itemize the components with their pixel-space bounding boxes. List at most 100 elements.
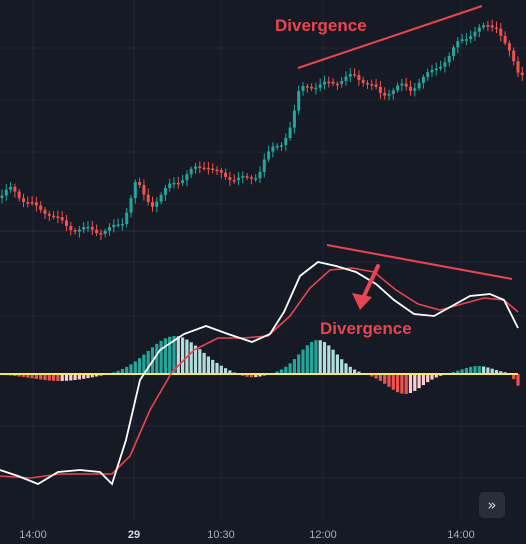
histogram-bar (146, 350, 150, 374)
candle-body (120, 223, 124, 226)
histogram-bar (120, 369, 124, 374)
candle-body (421, 76, 425, 83)
histogram-bar (159, 340, 163, 374)
histogram-bar (477, 366, 481, 374)
candle-body (314, 87, 318, 90)
candle-body (327, 81, 331, 84)
histogram-bar (464, 367, 468, 374)
candle-body (443, 62, 447, 67)
histogram-bar (258, 374, 262, 377)
candle-body (413, 88, 417, 91)
candle-body (228, 177, 232, 181)
candle-body (512, 50, 516, 62)
candle-body (56, 216, 60, 218)
histogram-bar (426, 374, 430, 383)
candle-body (245, 176, 249, 178)
histogram-bar (490, 368, 494, 374)
candle-body (396, 85, 400, 91)
histogram-bar (469, 366, 473, 374)
macd-divergence-label: Divergence (320, 319, 412, 338)
histogram-bar (73, 374, 77, 381)
histogram-bar (318, 340, 322, 374)
histogram-bar (297, 354, 301, 374)
candle-body (60, 217, 64, 221)
scroll-to-realtime-button[interactable]: » (479, 492, 505, 518)
histogram-bar (155, 343, 159, 374)
histogram-bar (331, 349, 335, 374)
time-label-1200: 12:00 (309, 529, 337, 541)
histogram-bar (353, 369, 357, 374)
candle-body (9, 186, 13, 190)
histogram-bar (95, 374, 99, 377)
candle-body (409, 86, 412, 91)
candle-body (129, 198, 133, 213)
candle-body (292, 110, 296, 128)
candle-body (361, 79, 365, 83)
histogram-bar (335, 354, 339, 374)
histogram-bar (310, 341, 314, 374)
candle-body (176, 182, 180, 185)
candle-body (473, 31, 477, 37)
histogram-bar (125, 366, 129, 374)
candle-body (237, 177, 240, 181)
histogram-bar (387, 374, 391, 387)
histogram-bar (516, 374, 520, 386)
histogram-bar (189, 342, 193, 374)
candle-body (95, 229, 99, 234)
candle-body (185, 174, 189, 181)
candle-body (340, 81, 344, 84)
price-pane[interactable] (0, 19, 524, 240)
candle-body (271, 146, 275, 152)
candle-body (73, 230, 77, 232)
candle-body (181, 180, 185, 184)
histogram-bar (176, 336, 180, 374)
candle-body (507, 43, 511, 51)
histogram-bar (473, 366, 477, 374)
candle-body (99, 233, 103, 235)
histogram-bar (456, 370, 460, 374)
histogram-bar (129, 364, 133, 374)
histogram-bar (142, 354, 146, 374)
candle-body (357, 75, 361, 80)
histogram-bar (512, 374, 516, 380)
candle-body (17, 191, 21, 199)
histogram-bar (408, 374, 413, 393)
candle-body (34, 202, 38, 206)
candle-body (305, 86, 309, 88)
candle-body (254, 178, 258, 180)
candle-body (30, 202, 34, 204)
time-label-1030: 10:30 (207, 529, 235, 541)
candle-body (215, 169, 219, 172)
histogram-bar (275, 371, 279, 374)
candle-body (387, 93, 391, 96)
divergence-arrow-icon (352, 264, 380, 310)
candle-body (202, 167, 206, 170)
candle-body (503, 35, 507, 44)
grid-lines (0, 0, 526, 520)
candle-body (348, 74, 352, 77)
histogram-bar (26, 374, 30, 378)
histogram-bar (327, 345, 331, 374)
histogram-bar (374, 374, 378, 379)
histogram-bar (168, 336, 172, 374)
histogram-bar (90, 374, 94, 378)
histogram-bar (434, 374, 438, 378)
candle-body (189, 168, 193, 175)
histogram-bar (404, 374, 408, 394)
candle-body (383, 92, 387, 96)
histogram-bar (279, 369, 284, 374)
candle-body (323, 81, 326, 85)
histogram-bar (460, 369, 464, 374)
candle-body (318, 84, 322, 88)
candle-body (232, 180, 236, 182)
time-axis: 14:00 29 10:30 12:00 14:00 (19, 529, 475, 541)
time-label-1400-b: 14:00 (447, 529, 475, 541)
candle-body (469, 36, 473, 40)
candle-body (13, 186, 17, 192)
histogram-bar (82, 374, 86, 379)
histogram-bar (417, 374, 421, 389)
histogram-bar (206, 356, 210, 374)
macd-pane[interactable] (0, 261, 520, 486)
